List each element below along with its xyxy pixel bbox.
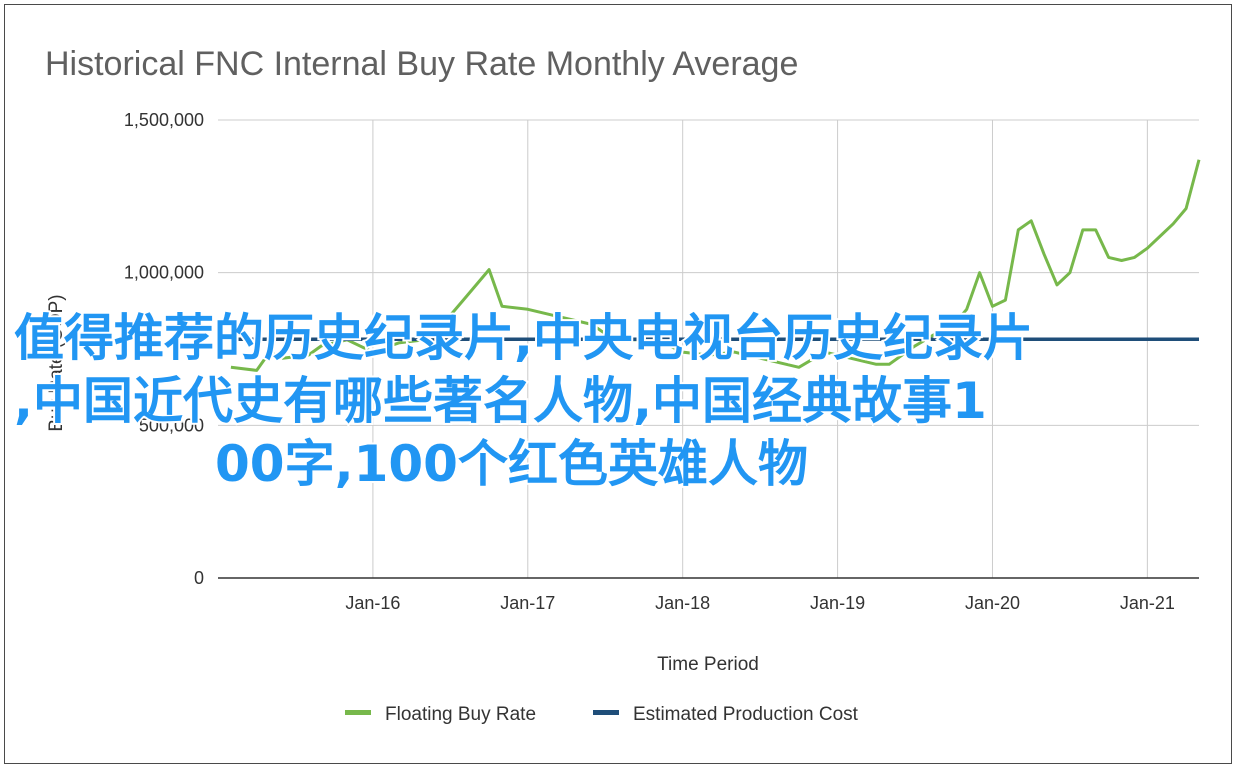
legend: Floating Buy Rate Estimated Production Co… — [345, 704, 859, 725]
horizontal-gridlines — [218, 119, 1199, 426]
overlay-line-1: 值得推荐的历史纪录片,中央电视台历史纪录片 — [14, 309, 1033, 367]
vertical-gridlines — [372, 120, 1148, 578]
overlay-line-3: 00字,100个红色英雄人物 — [215, 435, 808, 493]
chart-title: Historical FNC Internal Buy Rate Monthly… — [45, 45, 798, 83]
y-tick-label: 1,500,000 — [124, 110, 204, 130]
x-tick-label: Jan-21 — [1120, 593, 1175, 613]
x-axis-title: Time Period — [657, 654, 759, 675]
y-tick-label: 0 — [194, 568, 204, 588]
y-tick-label: 500,000 — [139, 415, 204, 435]
x-tick-label: Jan-19 — [810, 593, 865, 613]
y-axis-title: Buy Rate (COP) — [46, 294, 67, 431]
x-axis-tick-labels: Jan-16 Jan-17 Jan-18 Jan-19 Jan-20 Jan-21 — [345, 593, 1175, 613]
chart-frame — [4, 4, 1232, 764]
x-tick-label: Jan-16 — [345, 593, 400, 613]
legend-label: Floating Buy Rate — [385, 704, 536, 725]
series-layer — [230, 159, 1201, 372]
y-tick-label: 1,000,000 — [124, 263, 204, 283]
legend-swatch — [345, 710, 371, 715]
legend-swatch — [593, 710, 619, 715]
x-tick-label: Jan-17 — [500, 593, 555, 613]
y-axis-tick-labels: 0 500,000 1,000,000 1,500,000 — [124, 110, 204, 588]
overlay-text: 值得推荐的历史纪录片,中央电视台历史纪录片 ,中国近代史有哪些著名人物,中国经典… — [12, 307, 1035, 495]
legend-label: Estimated Production Cost — [633, 704, 859, 725]
x-tick-label: Jan-20 — [965, 593, 1020, 613]
x-tick-label: Jan-18 — [655, 593, 710, 613]
overlay-line-2: ,中国近代史有哪些著名人物,中国经典故事1 — [14, 372, 987, 430]
